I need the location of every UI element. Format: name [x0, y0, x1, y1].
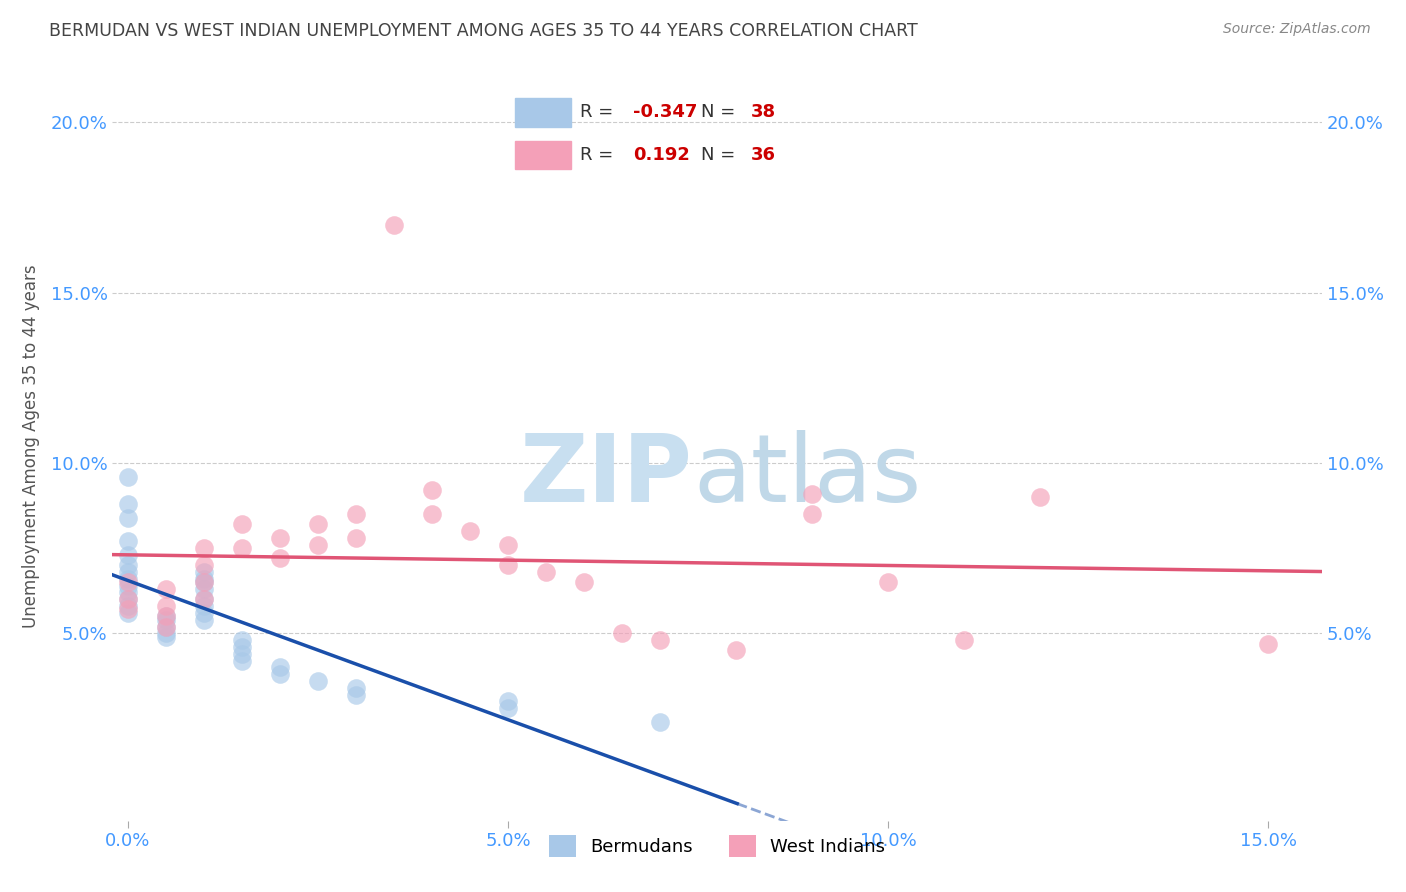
Point: [877, 575, 900, 590]
Point: [193, 606, 215, 620]
Point: [801, 486, 824, 500]
Point: [193, 582, 215, 596]
Point: [193, 592, 215, 607]
Text: -0.347: -0.347: [633, 103, 697, 121]
Point: [193, 613, 215, 627]
Text: atlas: atlas: [693, 430, 921, 522]
Point: [307, 517, 329, 532]
Text: N =: N =: [702, 146, 741, 164]
Point: [1257, 636, 1279, 650]
Point: [193, 599, 215, 613]
Point: [534, 565, 557, 579]
Point: [344, 688, 367, 702]
Point: [496, 558, 519, 573]
Point: [155, 613, 177, 627]
Point: [269, 531, 291, 545]
Point: [117, 534, 139, 549]
Point: [801, 507, 824, 521]
Point: [231, 647, 253, 661]
Point: [307, 673, 329, 688]
Point: [420, 507, 443, 521]
Point: [117, 575, 139, 590]
Point: [1029, 490, 1052, 504]
Point: [496, 701, 519, 715]
Point: [193, 575, 215, 590]
Point: [344, 681, 367, 695]
Point: [193, 572, 215, 586]
Point: [155, 599, 177, 613]
Point: [117, 579, 139, 593]
Point: [117, 592, 139, 607]
Point: [193, 558, 215, 573]
Text: ZIP: ZIP: [520, 430, 693, 522]
Point: [458, 524, 481, 538]
Point: [610, 626, 633, 640]
Point: [953, 633, 976, 648]
Text: 36: 36: [751, 146, 776, 164]
Point: [117, 592, 139, 607]
Text: N =: N =: [702, 103, 741, 121]
Text: BERMUDAN VS WEST INDIAN UNEMPLOYMENT AMONG AGES 35 TO 44 YEARS CORRELATION CHART: BERMUDAN VS WEST INDIAN UNEMPLOYMENT AMO…: [49, 22, 918, 40]
Point: [269, 660, 291, 674]
Point: [307, 538, 329, 552]
Point: [117, 497, 139, 511]
Point: [269, 551, 291, 566]
Point: [117, 585, 139, 599]
Point: [648, 633, 671, 648]
Point: [155, 626, 177, 640]
Point: [193, 575, 215, 590]
Text: Source: ZipAtlas.com: Source: ZipAtlas.com: [1223, 22, 1371, 37]
Point: [193, 541, 215, 556]
Point: [496, 694, 519, 708]
Point: [269, 667, 291, 681]
Bar: [516, 98, 571, 127]
Point: [117, 565, 139, 579]
Point: [117, 602, 139, 616]
Point: [155, 619, 177, 633]
Text: R =: R =: [581, 146, 620, 164]
Bar: [516, 141, 571, 169]
Point: [117, 606, 139, 620]
Point: [117, 510, 139, 524]
Point: [117, 572, 139, 586]
Point: [193, 565, 215, 579]
Point: [231, 517, 253, 532]
Point: [155, 609, 177, 624]
Point: [193, 592, 215, 607]
Point: [420, 483, 443, 498]
Text: 38: 38: [751, 103, 776, 121]
Point: [155, 630, 177, 644]
Y-axis label: Unemployment Among Ages 35 to 44 years: Unemployment Among Ages 35 to 44 years: [21, 264, 39, 628]
Legend: Bermudans, West Indians: Bermudans, West Indians: [541, 828, 893, 864]
Point: [496, 538, 519, 552]
Point: [231, 633, 253, 648]
Point: [231, 541, 253, 556]
Point: [117, 469, 139, 483]
Text: 0.192: 0.192: [633, 146, 690, 164]
Point: [382, 218, 405, 232]
Point: [231, 640, 253, 654]
Point: [155, 582, 177, 596]
Point: [572, 575, 595, 590]
Point: [155, 619, 177, 633]
Point: [155, 609, 177, 624]
Point: [231, 654, 253, 668]
Point: [344, 507, 367, 521]
Point: [117, 558, 139, 573]
Point: [725, 643, 748, 657]
Point: [344, 531, 367, 545]
Text: R =: R =: [581, 103, 620, 121]
Point: [117, 548, 139, 562]
Point: [117, 599, 139, 613]
Point: [648, 714, 671, 729]
